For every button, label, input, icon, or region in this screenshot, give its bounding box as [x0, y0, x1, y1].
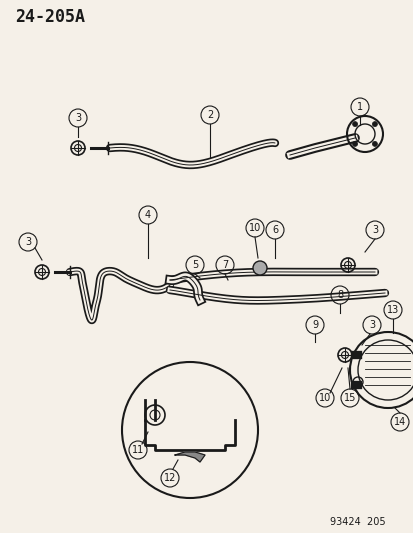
Text: 3: 3: [368, 320, 374, 330]
Text: 8: 8: [336, 290, 342, 300]
Text: 3: 3: [25, 237, 31, 247]
Polygon shape: [175, 452, 204, 462]
Text: 3: 3: [371, 225, 377, 235]
Text: 4: 4: [145, 210, 151, 220]
Text: 10: 10: [318, 393, 330, 403]
Circle shape: [252, 261, 266, 275]
Circle shape: [372, 141, 377, 147]
Text: 15: 15: [343, 393, 355, 403]
Text: 14: 14: [393, 417, 405, 427]
Text: 12: 12: [164, 473, 176, 483]
Text: 3: 3: [75, 113, 81, 123]
Text: 9: 9: [311, 320, 317, 330]
Text: 13: 13: [386, 305, 398, 315]
Text: 5: 5: [191, 260, 198, 270]
Text: 2: 2: [206, 110, 213, 120]
Text: 7: 7: [221, 260, 228, 270]
Text: 6: 6: [271, 225, 278, 235]
Text: 10: 10: [248, 223, 261, 233]
Text: 11: 11: [132, 445, 144, 455]
Text: 24-205A: 24-205A: [15, 8, 85, 26]
Text: 1: 1: [356, 102, 362, 112]
Circle shape: [352, 122, 357, 127]
Circle shape: [372, 122, 377, 127]
Text: 93424  205: 93424 205: [329, 517, 385, 527]
Circle shape: [352, 141, 357, 147]
